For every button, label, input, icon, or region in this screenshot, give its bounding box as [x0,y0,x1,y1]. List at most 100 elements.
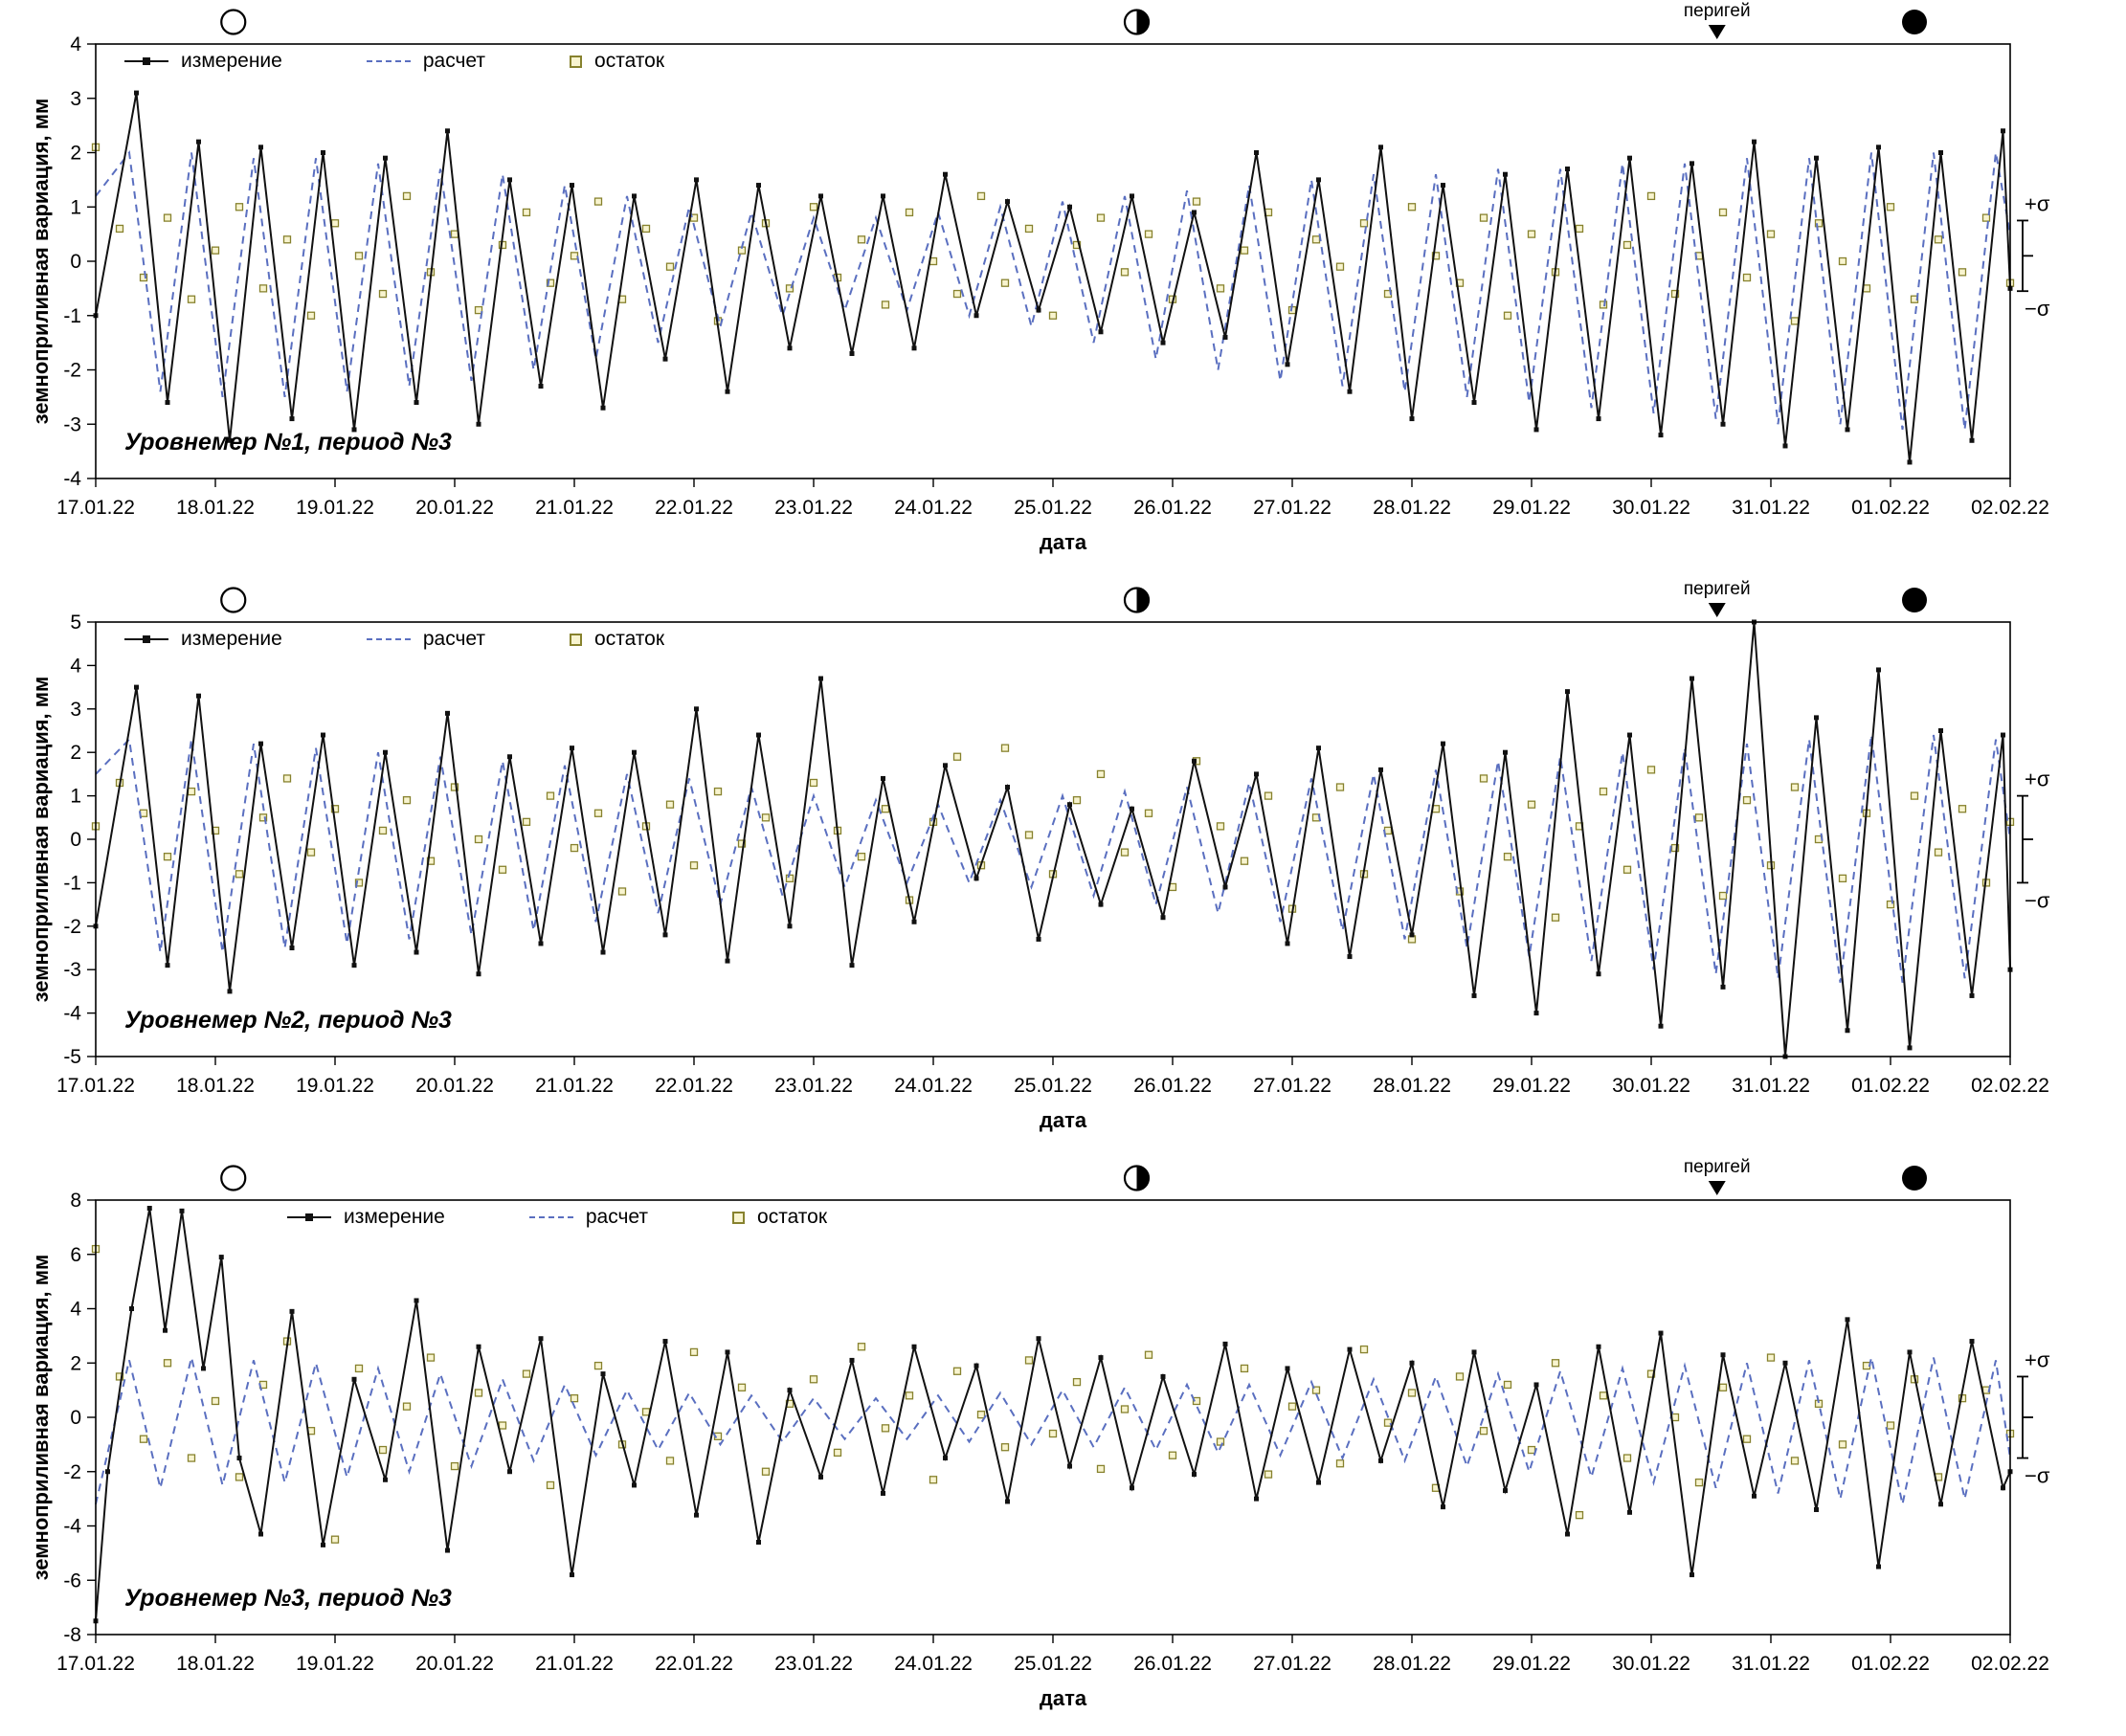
measurement-marker [1471,400,1477,406]
measurement-marker [2001,128,2005,134]
residual-point [522,817,531,826]
residual-point [1742,273,1752,282]
residual-point [1622,240,1632,250]
residual-point [976,191,986,201]
new-moon-icon [1902,1166,1927,1191]
measurement-marker [321,150,325,155]
measurement-marker [236,1456,242,1461]
legend: измерение расчет остаток [287,1206,827,1229]
measurement-marker [1160,915,1166,921]
residual-point [115,1372,124,1381]
measurement-marker [1005,785,1010,790]
residual-point [1814,219,1824,228]
residual-point [1024,831,1034,839]
x-tick-label: 23.01.22 [774,497,853,519]
legend-item-measurement: измерение [124,628,282,651]
measurement-marker [196,693,201,699]
measurement-marker [538,941,544,946]
measurement-marker [134,684,139,690]
measurement-marker [1907,1349,1913,1355]
measurement-marker [383,155,388,161]
y-axis-title: земноприливная вариация, мм [29,676,53,1003]
x-tick-label: 22.01.22 [655,1653,733,1675]
y-tick-label: 0 [70,1407,81,1429]
measurement-marker [2001,1485,2005,1491]
x-tick-label: 01.02.22 [1851,1075,1930,1097]
measurement-marker [1130,806,1134,812]
residual-point [402,795,412,805]
x-axis-title: дата [1039,1108,1087,1132]
residual-point [1479,213,1488,222]
measurement-marker [849,1357,855,1363]
measurement-marker [1658,1330,1664,1336]
residual-point [115,224,124,234]
legend-item-calculation: расчет [528,1206,648,1229]
residual-point [905,1391,914,1400]
measurement-marker [289,946,295,950]
measurement-marker [445,128,450,134]
residual-point [139,273,148,282]
measurement-marker [507,1469,512,1475]
residual-point [593,809,603,817]
measurement-marker [662,932,668,938]
y-tick-label: -1 [63,872,81,894]
measurement-marker [1627,1509,1632,1515]
measurement-marker [165,400,170,406]
residual-point [1096,1464,1106,1474]
residual-point [617,887,627,896]
chart-panel-3: -8 -6 -4 -2 0 2 4 6 8 17.01.22 18.01.22 19.01.22 20.… [0,1156,2126,1734]
residual-point [761,813,771,822]
measurement-line [95,621,2011,1057]
measurement-marker [1409,1360,1415,1366]
x-tick-label: 17.01.22 [56,497,135,519]
residual-point [952,1367,962,1375]
measurement-marker [1565,167,1570,172]
chart-panel-2: -5 -4 -3 -2 -1 0 1 2 3 4 5 17.01.22 18.01.22 19.01.22… [0,578,2126,1156]
x-tick-label: 17.01.22 [56,1653,135,1675]
measurement-marker [1845,1317,1850,1323]
measurement-marker [694,1512,699,1518]
x-axis-title: дата [1039,530,1087,554]
measurement-marker [1067,1463,1072,1469]
measurement-marker [632,193,637,199]
measurement-marker [1098,1355,1104,1361]
measurement-marker [1316,177,1321,183]
residual-point [881,805,890,813]
residual-point [450,230,459,238]
measurement-marker [725,1349,730,1355]
measurement-marker [1938,728,1943,733]
legend-item-residual: остаток [732,1206,827,1229]
residual-point [354,252,364,260]
residual-point [1024,1356,1034,1365]
residual-point [1838,1440,1847,1449]
measurement-marker [134,90,139,96]
residual-point [450,783,459,791]
y-tick-label: 6 [70,1244,81,1266]
calculation-line [95,149,2011,431]
plot-border [95,1199,2011,1636]
x-tick-label: 26.01.22 [1133,1653,1212,1675]
measurement-marker [787,345,793,351]
measurement-marker [570,1572,574,1578]
y-tick-label: 2 [70,742,81,764]
residual-point [1551,913,1560,922]
residual-point [306,311,316,320]
residual-point [1551,1359,1560,1368]
residual-point [522,1369,531,1378]
residual-point [378,1445,388,1455]
residual-point [1958,268,1967,277]
residual-point [1742,795,1752,805]
residual-point [1886,900,1895,909]
new-moon-icon [1902,588,1927,612]
measurement-marker [694,706,699,712]
measurement-marker [227,437,233,443]
measurement-marker [1005,1499,1010,1504]
residual-point [1838,874,1847,883]
calculation-line-swatch [528,1216,573,1218]
residual-point [1527,230,1536,238]
measurement-marker [1347,389,1353,394]
residual-point [737,839,747,848]
residual-point [330,1535,340,1544]
measurement-marker [1222,1341,1228,1347]
